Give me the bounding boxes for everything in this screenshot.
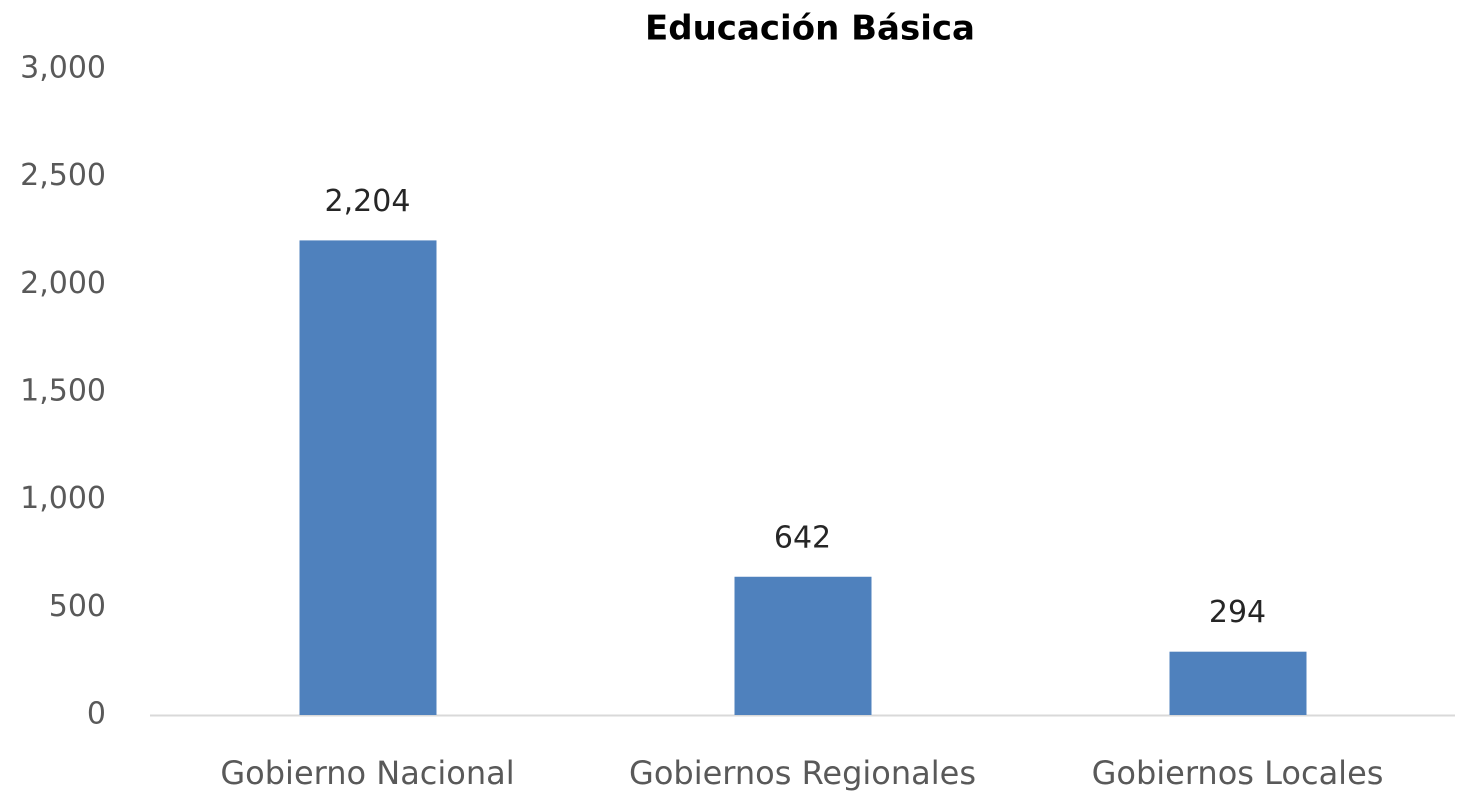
bar <box>299 240 437 715</box>
y-tick-label: 0 <box>87 697 106 732</box>
x-tick-label: Gobiernos Regionales <box>629 754 976 792</box>
y-tick-label: 2,500 <box>20 158 106 193</box>
y-tick-label: 1,500 <box>20 374 106 409</box>
data-label: 642 <box>774 520 831 555</box>
data-label: 2,204 <box>325 184 411 219</box>
x-tick-label: Gobiernos Locales <box>1092 754 1384 792</box>
data-label: 294 <box>1209 595 1266 630</box>
y-tick-label: 500 <box>49 589 106 624</box>
bar <box>734 576 872 715</box>
chart-title: Educación Básica <box>645 9 975 49</box>
y-tick-label: 2,000 <box>20 266 106 301</box>
x-tick-label: Gobierno Nacional <box>220 754 514 792</box>
y-tick-label: 1,000 <box>20 481 106 516</box>
bar <box>1169 651 1307 715</box>
y-tick-label: 3,000 <box>20 51 106 86</box>
